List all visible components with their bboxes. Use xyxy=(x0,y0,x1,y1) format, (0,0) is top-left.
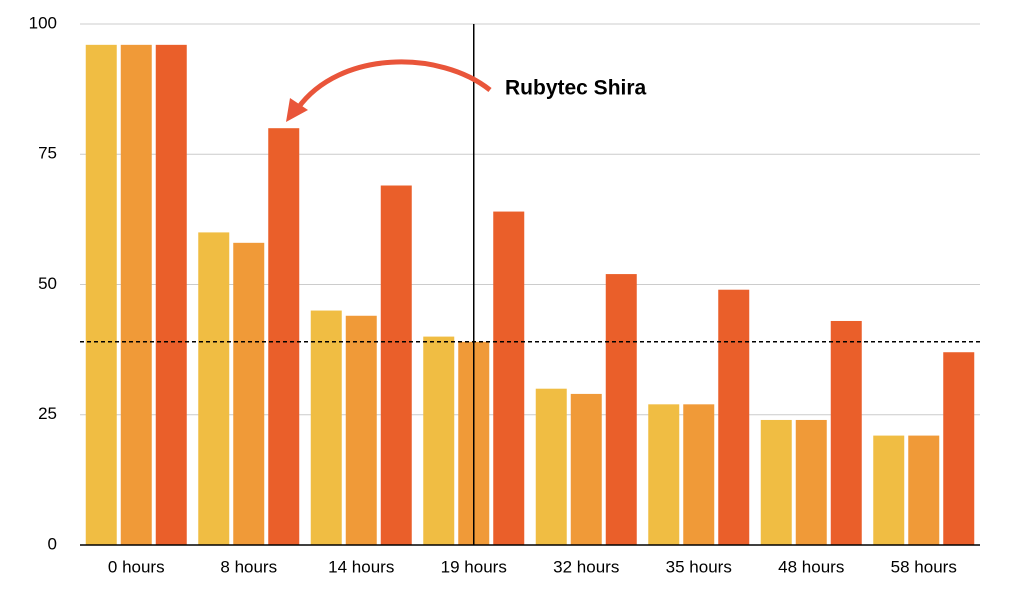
bar xyxy=(233,242,265,545)
y-tick-label: 75 xyxy=(38,144,57,163)
bar xyxy=(535,388,567,545)
bar xyxy=(908,435,940,545)
bar xyxy=(570,393,602,545)
bar xyxy=(120,44,152,546)
bar xyxy=(760,419,792,545)
bar xyxy=(605,274,637,545)
x-tick-label: 32 hours xyxy=(553,557,619,576)
x-tick-label: 19 hours xyxy=(441,557,507,576)
annotation-arrowhead xyxy=(286,98,308,122)
bar xyxy=(268,128,300,545)
bar xyxy=(718,289,750,545)
x-tick-label: 35 hours xyxy=(666,557,732,576)
y-tick-label: 100 xyxy=(29,13,57,32)
y-tick-label: 25 xyxy=(38,404,57,423)
x-tick-label: 48 hours xyxy=(778,557,844,576)
y-tick-label: 0 xyxy=(48,534,57,553)
bar xyxy=(423,336,455,545)
bar xyxy=(310,310,342,545)
bar xyxy=(198,232,230,545)
annotation: Rubytec Shira xyxy=(505,77,647,100)
bar xyxy=(345,315,377,545)
x-tick-label: 0 hours xyxy=(108,557,165,576)
bar xyxy=(493,211,525,545)
bar xyxy=(830,320,862,545)
x-tick-label: 58 hours xyxy=(891,557,957,576)
y-tick-label: 50 xyxy=(38,274,57,293)
bar xyxy=(85,44,117,546)
bar xyxy=(155,44,187,546)
x-tick-label: 14 hours xyxy=(328,557,394,576)
bar xyxy=(683,404,715,545)
annotation-arrow xyxy=(295,59,492,110)
bar xyxy=(943,352,975,545)
bar xyxy=(795,419,827,545)
bar xyxy=(648,404,680,545)
bar xyxy=(873,435,905,545)
bar xyxy=(380,185,412,545)
x-tick-label: 8 hours xyxy=(220,557,277,576)
